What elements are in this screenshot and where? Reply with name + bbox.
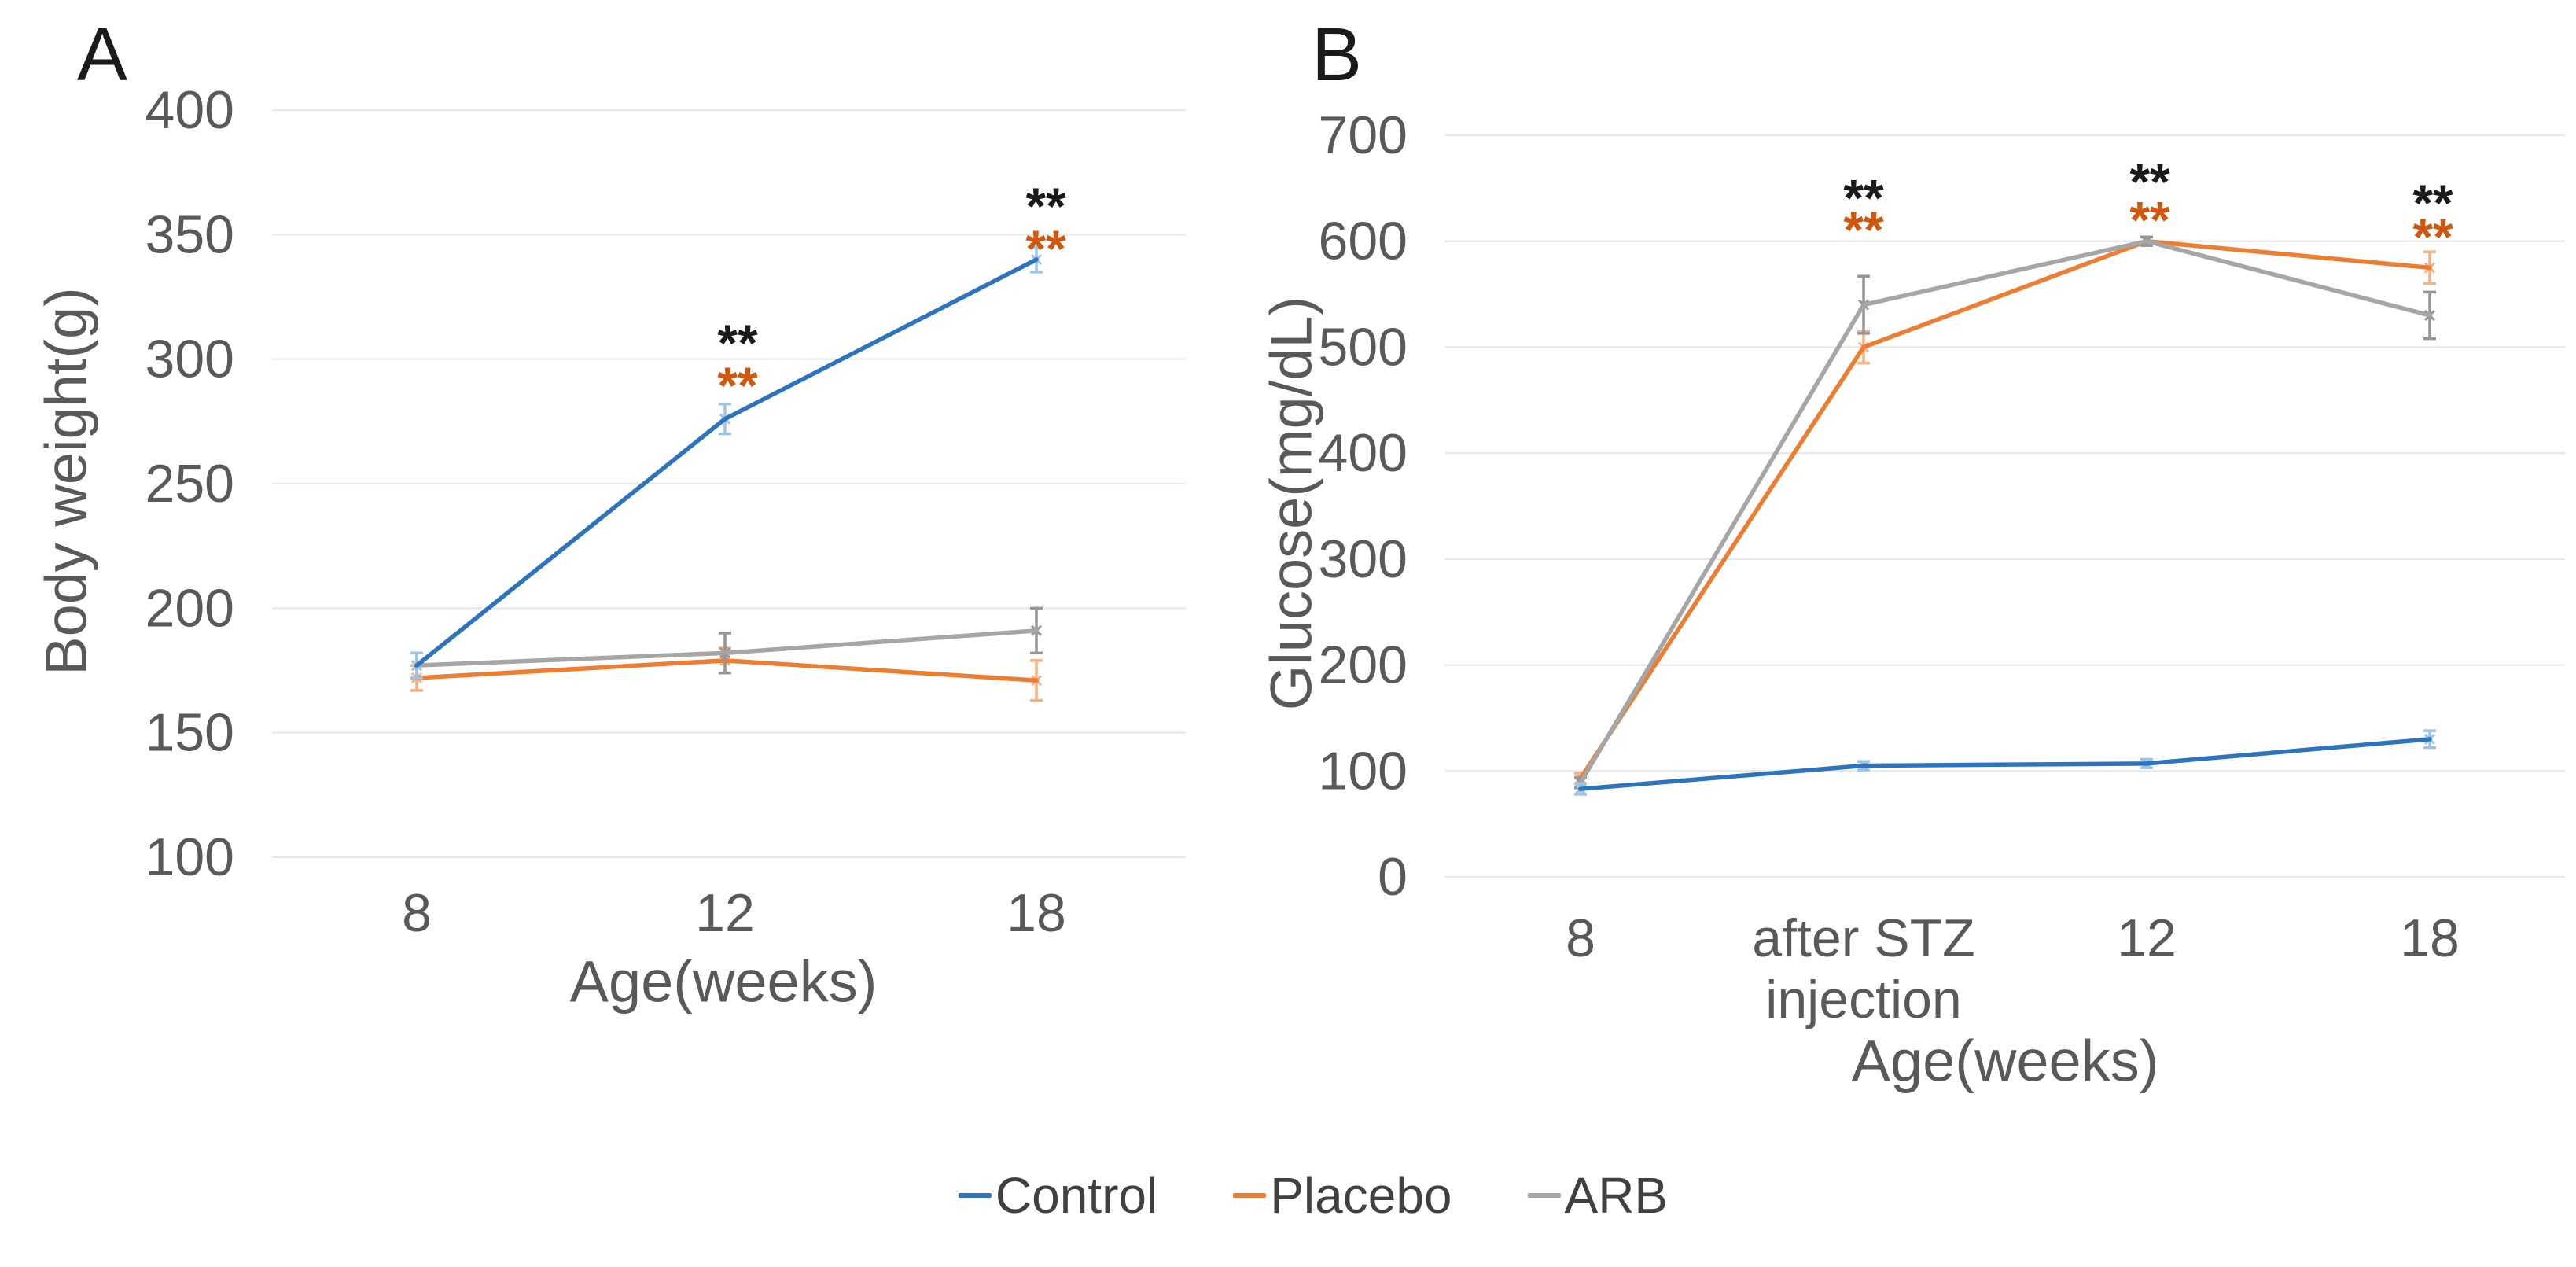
y-tick-label: 200 — [145, 578, 234, 638]
y-tick-label: 150 — [145, 703, 234, 763]
y-tick-label: 600 — [1319, 212, 1408, 271]
series-line-arb — [414, 628, 1039, 668]
significance-asterisks: ** — [1843, 201, 1884, 259]
x-tick-label: 18 — [2400, 908, 2460, 968]
panel-b-letter: B — [1312, 13, 1363, 97]
x-tick-label: 12 — [2117, 908, 2177, 968]
x-tick-label: 18 — [1006, 883, 1066, 943]
y-tick-label: 250 — [145, 454, 234, 514]
significance-asterisks: ** — [2412, 174, 2453, 232]
series-line-control — [1578, 737, 2432, 791]
significance-asterisks: ** — [1843, 168, 1884, 227]
panel-a-y-axis-title: Body weight(g) — [33, 287, 99, 676]
panel-a-x-axis-title: Age(weeks) — [569, 948, 878, 1015]
series-line-placebo — [1578, 238, 2432, 781]
x-tick-label: 8 — [1566, 908, 1595, 968]
panel-b-y-axis-title: Glucose(mg/dL) — [1258, 296, 1324, 711]
significance-asterisks: ** — [1025, 219, 1066, 278]
y-tick-label: 400 — [145, 80, 234, 140]
legend-swatch-control-icon — [958, 1193, 992, 1198]
y-tick-label: 0 — [1378, 847, 1408, 907]
x-tick-label: 8 — [402, 883, 432, 943]
panel-a-letter: A — [77, 13, 128, 97]
series-line-control — [414, 257, 1039, 668]
legend-swatch-arb-icon — [1527, 1193, 1561, 1198]
y-tick-label: 300 — [1319, 529, 1408, 589]
significance-asterisks: ** — [2129, 153, 2170, 211]
y-tick-label: 500 — [1319, 317, 1408, 377]
legend-item-control: Control — [958, 1167, 1158, 1224]
series-line-arb — [1578, 238, 2432, 785]
legend-swatch-placebo-icon — [1233, 1193, 1267, 1198]
legend-item-arb: ARB — [1527, 1167, 1669, 1224]
significance-asterisks: ** — [2129, 191, 2170, 249]
significance-asterisks: ** — [717, 356, 758, 414]
y-tick-label: 400 — [1319, 423, 1408, 483]
significance-asterisks: ** — [1025, 177, 1066, 235]
x-tick-label: 12 — [695, 883, 755, 943]
y-tick-label: 200 — [1319, 635, 1408, 695]
significance-asterisks: ** — [717, 314, 758, 372]
legend-label-arb: ARB — [1564, 1167, 1669, 1224]
x-tick-label: injection — [1765, 970, 1962, 1029]
y-tick-label: 700 — [1319, 105, 1408, 165]
y-tick-label: 100 — [1319, 741, 1408, 801]
panel-b-x-axis-title: Age(weeks) — [1851, 1028, 2159, 1094]
legend-label-placebo: Placebo — [1270, 1167, 1452, 1224]
legend: Control Placebo ARB — [958, 1167, 1669, 1224]
legend-label-control: Control — [995, 1167, 1158, 1224]
legend-item-placebo: Placebo — [1233, 1170, 1452, 1221]
significance-asterisks: ** — [2412, 208, 2453, 266]
y-tick-label: 350 — [145, 204, 234, 264]
y-tick-label: 300 — [145, 330, 234, 389]
x-tick-label: after STZ — [1752, 908, 1974, 968]
y-tick-label: 100 — [145, 827, 234, 887]
